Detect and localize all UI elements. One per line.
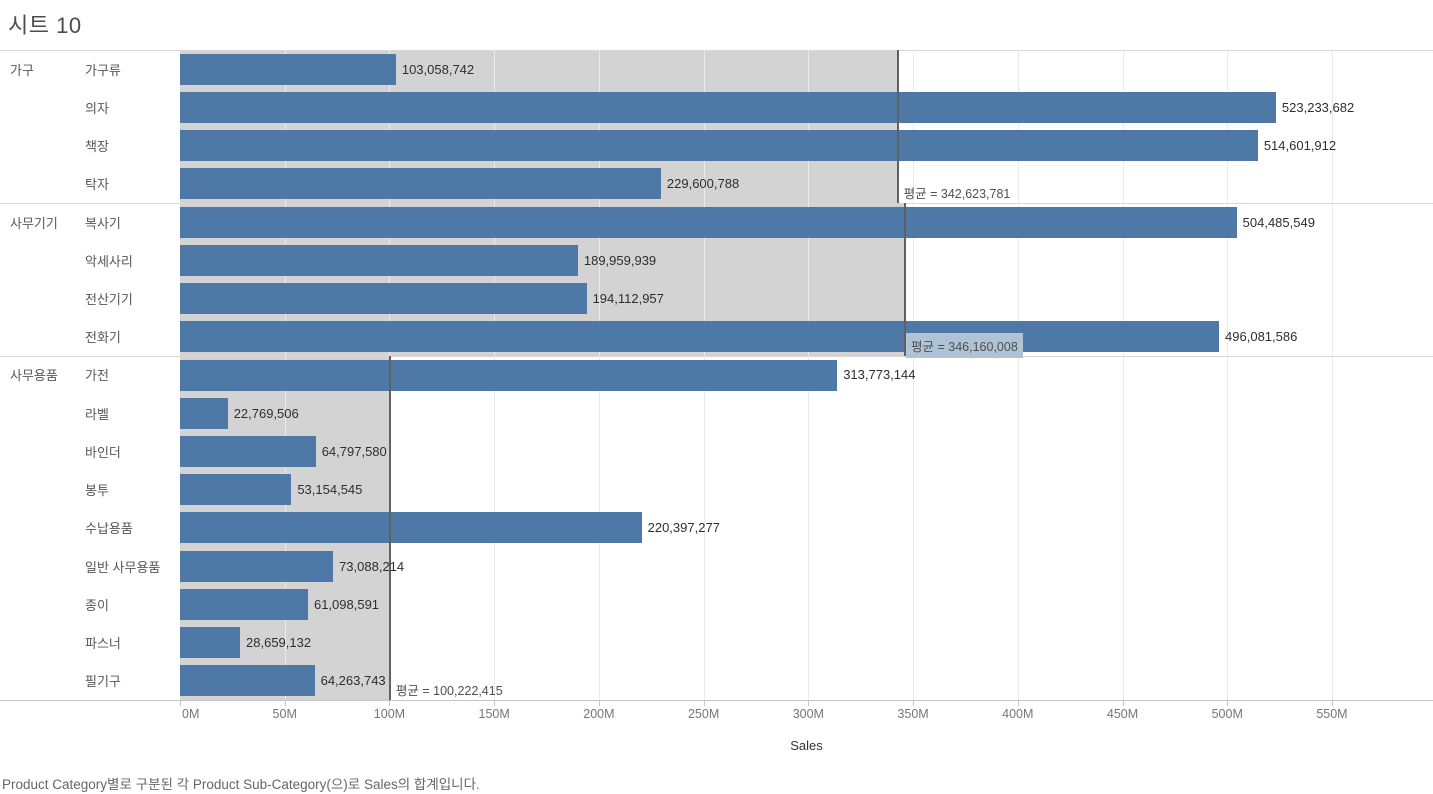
bar-가구류[interactable] xyxy=(180,53,396,85)
row-header-탁자[interactable]: 탁자 xyxy=(85,177,109,193)
bar-value-label: 496,081,586 xyxy=(1225,329,1298,345)
average-reference-label[interactable]: 평균 = 346,160,008 xyxy=(906,332,1023,358)
row-header-의자[interactable]: 의자 xyxy=(85,100,109,116)
axis-tick xyxy=(494,701,496,706)
bar-value-label: 220,397,277 xyxy=(647,520,720,536)
axis-tick xyxy=(1331,701,1333,706)
row-header-수납용품[interactable]: 수납용품 xyxy=(85,521,133,537)
x-axis-line xyxy=(0,700,1433,701)
row-header-전화기[interactable]: 전화기 xyxy=(85,330,121,346)
bar-종이[interactable] xyxy=(180,588,308,620)
row-header-책장[interactable]: 책장 xyxy=(85,139,109,155)
bar-value-label: 523,233,682 xyxy=(1281,99,1355,115)
axis-tick-label: 250M xyxy=(687,707,720,721)
gridline xyxy=(1227,50,1229,700)
bar-복사기[interactable] xyxy=(180,206,1237,238)
bar-가전[interactable] xyxy=(180,359,838,391)
x-axis-title: Sales xyxy=(790,738,823,753)
row-header-라벨[interactable]: 라벨 xyxy=(85,406,109,422)
bar-value-label: 73,088,214 xyxy=(339,558,405,574)
bar-value-label: 103,058,742 xyxy=(401,61,475,77)
sheet-title: 시트 10 xyxy=(8,13,82,38)
bar-라벨[interactable] xyxy=(180,397,228,429)
axis-tick-label: 550M xyxy=(1316,707,1348,721)
bar-필기구[interactable] xyxy=(180,665,315,697)
bar-value-label: 229,600,788 xyxy=(666,176,740,192)
gridline xyxy=(1122,50,1124,700)
axis-tick-label: 500M xyxy=(1211,707,1243,721)
axis-tick-label: 450M xyxy=(1106,707,1139,721)
bar-value-label: 514,601,912 xyxy=(1263,138,1337,154)
axis-tick-label: 50M xyxy=(272,707,297,721)
bar-책장[interactable] xyxy=(180,130,1258,162)
bar-value-label: 61,098,591 xyxy=(313,596,380,612)
average-reference-line xyxy=(896,50,899,203)
axis-tick-label: 400M xyxy=(1002,707,1034,721)
bar-value-label: 53,154,545 xyxy=(297,482,363,498)
bar-바인더[interactable] xyxy=(180,435,316,467)
axis-tick-label: 350M xyxy=(897,707,929,721)
chart-top-border xyxy=(0,50,1433,51)
bar-의자[interactable] xyxy=(180,91,1276,123)
bar-value-label: 504,485,549 xyxy=(1242,214,1315,230)
bar-value-label: 313,773,144 xyxy=(843,367,916,383)
row-header-종이[interactable]: 종이 xyxy=(85,597,109,613)
row-header-복사기[interactable]: 복사기 xyxy=(85,215,121,231)
average-reference-line xyxy=(388,355,391,700)
axis-tick xyxy=(808,701,810,706)
category-header-사무기기[interactable]: 사무기기 xyxy=(10,215,58,231)
average-reference-label[interactable]: 평균 = 342,623,781 xyxy=(903,186,1011,201)
bar-봉투[interactable] xyxy=(180,474,292,506)
average-reference-label[interactable]: 평균 = 100,222,415 xyxy=(395,684,503,698)
axis-tick-label: 0M xyxy=(182,707,200,721)
row-header-전산기기[interactable]: 전산기기 xyxy=(85,292,133,308)
bar-value-label: 28,659,132 xyxy=(246,635,312,651)
axis-tick xyxy=(180,701,181,706)
axis-tick xyxy=(1227,701,1229,706)
sheet-caption: Product Category별로 구분된 각 Product Sub-Cat… xyxy=(2,777,480,792)
row-header-필기구[interactable]: 필기구 xyxy=(85,674,121,690)
bar-악세사리[interactable] xyxy=(180,244,578,276)
row-header-봉투[interactable]: 봉투 xyxy=(85,483,109,499)
average-reference-line xyxy=(904,202,907,356)
category-header-사무용품[interactable]: 사무용품 xyxy=(10,368,58,384)
row-header-일반 사무용품[interactable]: 일반 사무용품 xyxy=(85,559,161,575)
group-divider xyxy=(0,355,1433,357)
bar-파스너[interactable] xyxy=(180,627,241,659)
bar-전산기기[interactable] xyxy=(180,283,587,315)
bar-value-label: 64,797,580 xyxy=(321,443,387,459)
category-header-가구[interactable]: 가구 xyxy=(10,62,34,78)
axis-tick-label: 300M xyxy=(792,707,824,721)
axis-tick-label: 200M xyxy=(583,707,615,721)
bar-일반 사무용품[interactable] xyxy=(180,550,334,582)
axis-tick xyxy=(703,701,705,706)
bar-수납용품[interactable] xyxy=(180,512,642,544)
axis-tick xyxy=(284,701,286,706)
row-header-가전[interactable]: 가전 xyxy=(85,368,109,384)
axis-tick xyxy=(913,701,915,706)
group-divider xyxy=(0,202,1433,204)
bar-탁자[interactable] xyxy=(180,168,661,200)
bar-value-label: 189,959,939 xyxy=(583,252,657,268)
gridline xyxy=(913,50,915,700)
gridline xyxy=(1331,50,1333,700)
bar-value-label: 22,769,506 xyxy=(233,405,299,421)
row-header-악세사리[interactable]: 악세사리 xyxy=(85,253,133,269)
axis-tick xyxy=(1122,701,1124,706)
bar-value-label: 64,263,743 xyxy=(320,673,386,689)
axis-tick-label: 100M xyxy=(373,707,406,721)
axis-tick xyxy=(389,701,391,706)
bar-value-label: 194,112,957 xyxy=(592,291,664,307)
row-header-가구류[interactable]: 가구류 xyxy=(85,62,121,78)
bar-전화기[interactable] xyxy=(180,321,1220,353)
row-header-바인더[interactable]: 바인더 xyxy=(85,444,121,460)
axis-tick-label: 150M xyxy=(478,707,510,721)
axis-tick xyxy=(598,701,600,706)
gridline xyxy=(1017,50,1019,700)
axis-tick xyxy=(1017,701,1019,706)
row-header-파스너[interactable]: 파스너 xyxy=(85,636,121,652)
